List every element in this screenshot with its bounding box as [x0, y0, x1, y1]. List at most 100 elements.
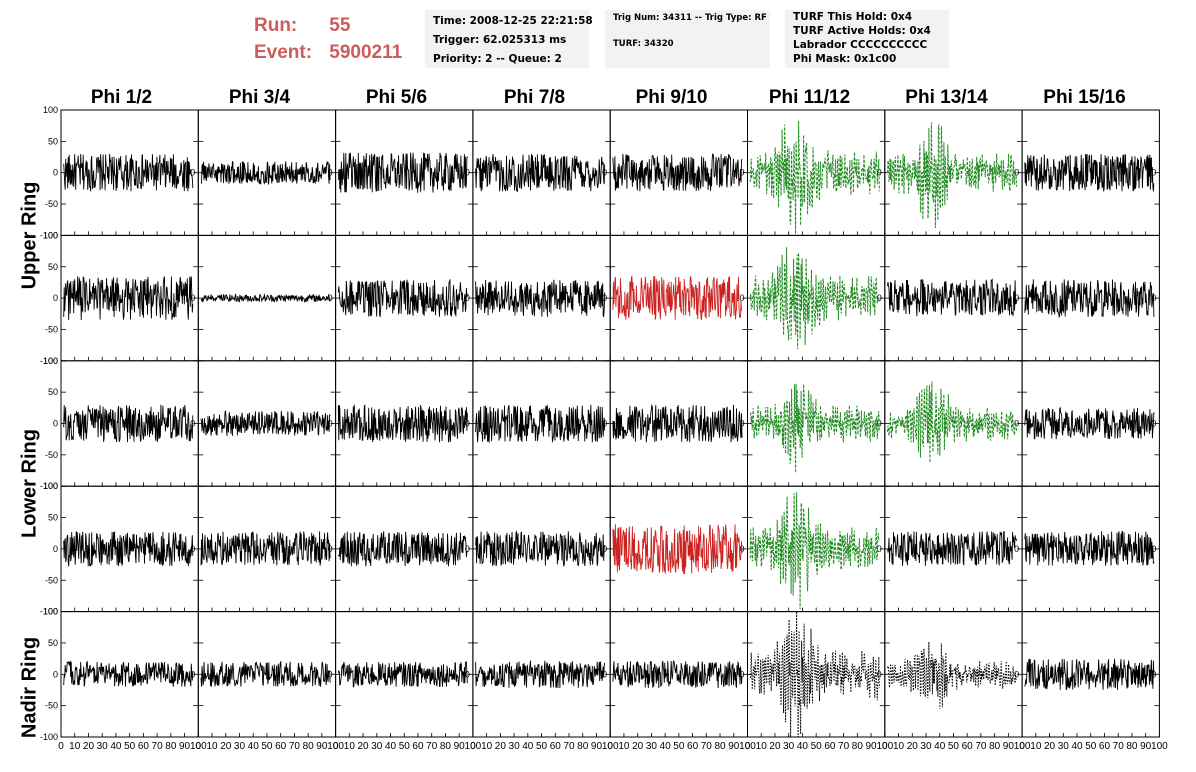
waveform-trace	[1024, 406, 1155, 440]
x-tick-label: 90	[1003, 741, 1015, 752]
waveform-trace	[63, 153, 194, 192]
waveform-trace	[749, 120, 880, 235]
column-header-phi-13-14: Phi 13/14	[905, 87, 988, 108]
x-tick-label: 10	[206, 741, 218, 752]
x-tick-label: 60	[412, 741, 424, 752]
x-tick-label: 40	[797, 741, 809, 752]
y-tick-label: 50	[48, 136, 58, 146]
x-tick-label: 50	[811, 741, 823, 752]
x-tick-label: 40	[934, 741, 946, 752]
y-tick-label: 0	[739, 168, 744, 178]
x-tick-label: 50	[124, 741, 136, 752]
x-tick-label: 80	[577, 741, 589, 752]
turf-text: TURF: 34320	[613, 39, 674, 49]
waveform-trace	[887, 531, 1018, 567]
x-tick-label: 30	[509, 741, 521, 752]
y-tick-label: 0	[53, 669, 58, 679]
column-header-phi-3-4: Phi 3/4	[228, 87, 291, 108]
y-tick-label: 0	[602, 669, 607, 679]
x-tick-label: 10	[481, 741, 493, 752]
x-tick-label: 30	[783, 741, 795, 752]
x-tick-label: 90	[316, 741, 328, 752]
y-tick-label: 0	[465, 544, 470, 554]
x-tick-label: 100	[739, 741, 756, 752]
column-header-phi-15-16: Phi 15/16	[1043, 87, 1126, 108]
x-tick-label: 60	[962, 741, 974, 752]
x-tick-label: 50	[536, 741, 548, 752]
waveform-trace	[337, 404, 468, 443]
waveform-trace	[475, 530, 606, 567]
x-tick-label: 0	[58, 741, 64, 752]
waveform-trace	[200, 660, 331, 687]
x-tick-label: 70	[1113, 741, 1125, 752]
x-tick-label: 30	[371, 741, 383, 752]
y-tick-label: 0	[53, 293, 58, 303]
y-tick-label: 0	[877, 669, 882, 679]
x-tick-label: 80	[440, 741, 452, 752]
x-tick-label: 40	[385, 741, 397, 752]
waveform-trace	[612, 275, 743, 321]
y-tick-label: -50	[45, 199, 58, 209]
y-tick-label: 0	[190, 293, 195, 303]
x-tick-label: 20	[632, 741, 644, 752]
run-label: Run:	[254, 15, 298, 36]
x-tick-label: 20	[495, 741, 507, 752]
y-tick-label: 100	[43, 607, 58, 617]
y-tick-label: 100	[43, 481, 58, 491]
x-tick-label: 50	[399, 741, 411, 752]
y-tick-label: 0	[53, 168, 58, 178]
waveform-trace	[1024, 530, 1155, 566]
waveform-trace	[612, 659, 743, 689]
y-tick-label: 0	[465, 168, 470, 178]
run-value: 55	[329, 15, 351, 36]
x-tick-label: 70	[426, 741, 438, 752]
waveform-trace	[63, 276, 194, 321]
x-tick-label: 100	[1014, 741, 1031, 752]
x-tick-label: 80	[1126, 741, 1138, 752]
waveform-trace	[337, 152, 468, 193]
x-tick-label: 40	[1071, 741, 1083, 752]
waveform-trace	[63, 660, 194, 687]
column-header-phi-11-12: Phi 11/12	[768, 87, 851, 108]
y-tick-label: 0	[53, 544, 58, 554]
x-tick-label: 90	[591, 741, 603, 752]
x-tick-label: 20	[220, 741, 232, 752]
turf-info-panel: TURF This Hold: 0x4 TURF Active Holds: 0…	[785, 10, 949, 68]
column-header-phi-7-8: Phi 7/8	[503, 87, 566, 108]
x-tick-label: 90	[1140, 741, 1152, 752]
waveform-trace	[1024, 279, 1155, 319]
column-header-phi-9-10: Phi 9/10	[635, 87, 708, 108]
waveform-trace	[475, 404, 606, 444]
y-tick-label: 0	[877, 293, 882, 303]
y-tick-label: 0	[1014, 168, 1019, 178]
panel-frame	[747, 109, 886, 236]
y-tick-label: -100	[40, 481, 58, 491]
x-tick-label: 100	[876, 741, 893, 752]
y-tick-label: 50	[48, 513, 58, 523]
waveform-trace	[1024, 658, 1155, 691]
x-tick-label: 50	[948, 741, 960, 752]
event-row: Event: 5900211	[254, 39, 402, 66]
labrador-text: Labrador CCCCCCCCCC	[793, 39, 928, 51]
x-tick-label: 10	[344, 741, 356, 752]
y-tick-label: 0	[53, 419, 58, 429]
x-tick-label: 20	[907, 741, 919, 752]
x-tick-label: 0	[1019, 741, 1025, 752]
y-tick-label: 0	[1151, 168, 1156, 178]
waveform-trace	[337, 279, 468, 318]
waveform-trace	[887, 381, 1018, 463]
y-tick-label: 0	[328, 419, 333, 429]
y-tick-label: 100	[43, 230, 58, 240]
x-tick-label: 80	[852, 741, 864, 752]
x-tick-label: 60	[1099, 741, 1111, 752]
waveform-trace	[475, 660, 606, 689]
x-tick-label: 50	[673, 741, 685, 752]
x-tick-label: 100	[1151, 741, 1168, 752]
x-tick-label: 70	[563, 741, 575, 752]
x-tick-label: 40	[522, 741, 534, 752]
x-tick-label: 60	[687, 741, 699, 752]
y-tick-label: -50	[45, 324, 58, 334]
run-event-title: Run: 55 Event: 5900211	[254, 12, 402, 66]
x-tick-label: 20	[769, 741, 781, 752]
